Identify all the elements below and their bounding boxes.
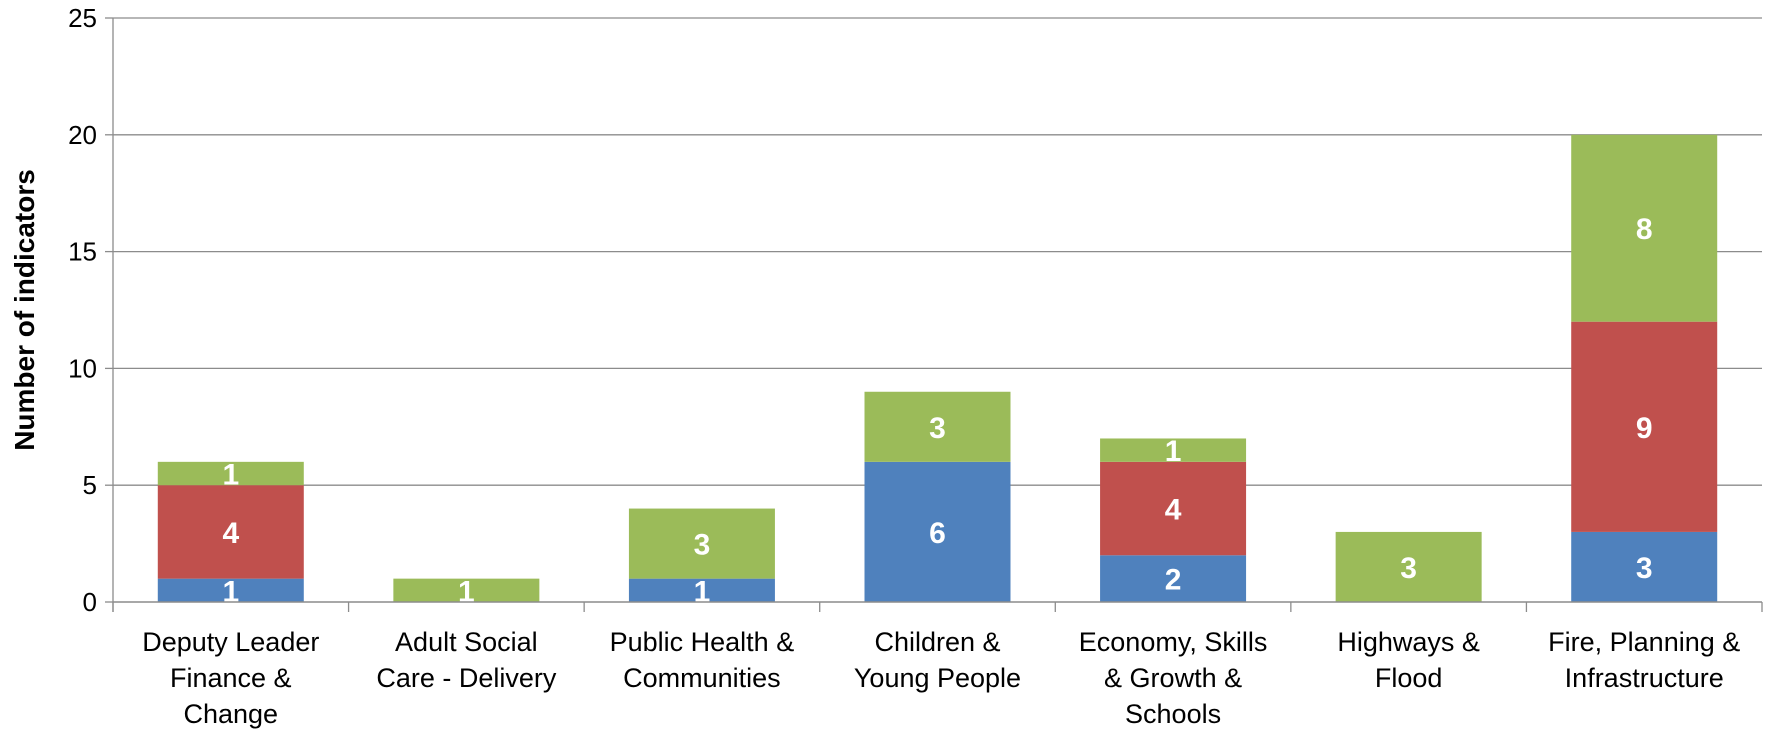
data-label: 3 bbox=[694, 529, 711, 562]
x-tick-label-line: Finance & bbox=[170, 663, 292, 693]
x-axis: Deputy Leader Finance & Change Adult Social… bbox=[112, 601, 1763, 729]
y-tick-label: 20 bbox=[68, 120, 97, 150]
x-tick-label-line: Infrastructure bbox=[1565, 663, 1724, 693]
data-label: 3 bbox=[1400, 552, 1417, 585]
bar-segment bbox=[157, 461, 304, 486]
data-label: 3 bbox=[929, 412, 946, 445]
data-label: 9 bbox=[1636, 412, 1653, 445]
bar-segment bbox=[1100, 438, 1247, 462]
x-tick-label-line: Adult Social bbox=[395, 627, 538, 657]
y-tick-label: 25 bbox=[68, 3, 97, 33]
data-label: 1 bbox=[1165, 435, 1182, 468]
x-tick-label: Highways & Flood bbox=[1337, 627, 1480, 693]
bar-segment bbox=[628, 578, 775, 602]
bar-segment bbox=[1100, 461, 1247, 556]
x-tick-label-line: Communities bbox=[623, 663, 781, 693]
bar-segment bbox=[157, 485, 304, 579]
data-label: 1 bbox=[222, 575, 239, 608]
y-axis: 0 5 10 15 20 25 bbox=[68, 3, 114, 617]
y-tick-label: 15 bbox=[68, 237, 97, 267]
bar-segment bbox=[628, 508, 775, 579]
x-tick-label-line: Care - Delivery bbox=[376, 663, 557, 693]
data-label: 4 bbox=[222, 517, 239, 550]
x-tick-label-line: Deputy Leader bbox=[142, 627, 319, 657]
x-tick-label-line: Highways & bbox=[1337, 627, 1480, 657]
bar-segment bbox=[864, 391, 1011, 462]
x-tick-label: Economy, Skills & Growth & Schools bbox=[1079, 627, 1268, 729]
y-tick-label: 0 bbox=[83, 587, 97, 617]
gridlines bbox=[113, 17, 1762, 486]
x-tick-label: Deputy Leader Finance & Change bbox=[142, 627, 319, 729]
y-tick-label: 5 bbox=[83, 470, 97, 500]
x-tick-label: Adult Social Care - Delivery bbox=[376, 627, 557, 693]
data-label: 2 bbox=[1165, 564, 1182, 597]
x-tick-label-line: Flood bbox=[1375, 663, 1443, 693]
x-tick-label-line: Young People bbox=[854, 663, 1021, 693]
bar-segment bbox=[1571, 134, 1718, 322]
y-axis-label: Number of indicators bbox=[9, 169, 40, 451]
data-label: 1 bbox=[458, 575, 475, 608]
data-label: 4 bbox=[1165, 494, 1182, 527]
bar-segment bbox=[1571, 531, 1718, 602]
x-tick-label-line: Children & bbox=[874, 627, 1000, 657]
bar-segment bbox=[1571, 321, 1718, 532]
data-label: 6 bbox=[929, 517, 946, 550]
x-tick-label-line: Schools bbox=[1125, 699, 1221, 729]
data-label: 1 bbox=[222, 459, 239, 492]
x-tick-label: Public Health & Communities bbox=[610, 627, 795, 693]
bar-segment bbox=[393, 578, 540, 602]
bar-segment bbox=[1100, 555, 1247, 602]
x-tick-label: Fire, Planning & Infrastructure bbox=[1548, 627, 1740, 693]
x-tick-label-line: & Growth & bbox=[1104, 663, 1242, 693]
y-tick-label: 10 bbox=[68, 353, 97, 383]
x-tick-label-line: Economy, Skills bbox=[1079, 627, 1268, 657]
x-tick-label-line: Public Health & bbox=[610, 627, 795, 657]
x-tick-label-line: Change bbox=[183, 699, 278, 729]
data-label: 3 bbox=[1636, 552, 1653, 585]
bar-segment bbox=[157, 578, 304, 602]
x-tick-label: Children & Young People bbox=[854, 627, 1021, 693]
bar-segment bbox=[864, 461, 1011, 602]
bar-segment bbox=[1335, 531, 1482, 602]
data-label: 8 bbox=[1636, 213, 1653, 246]
x-tick-label-line: Fire, Planning & bbox=[1548, 627, 1740, 657]
data-label: 1 bbox=[694, 575, 711, 608]
bars: 1 4 1 1 1 3 6 3 2 4 1 3 3 9 8 bbox=[157, 134, 1718, 608]
